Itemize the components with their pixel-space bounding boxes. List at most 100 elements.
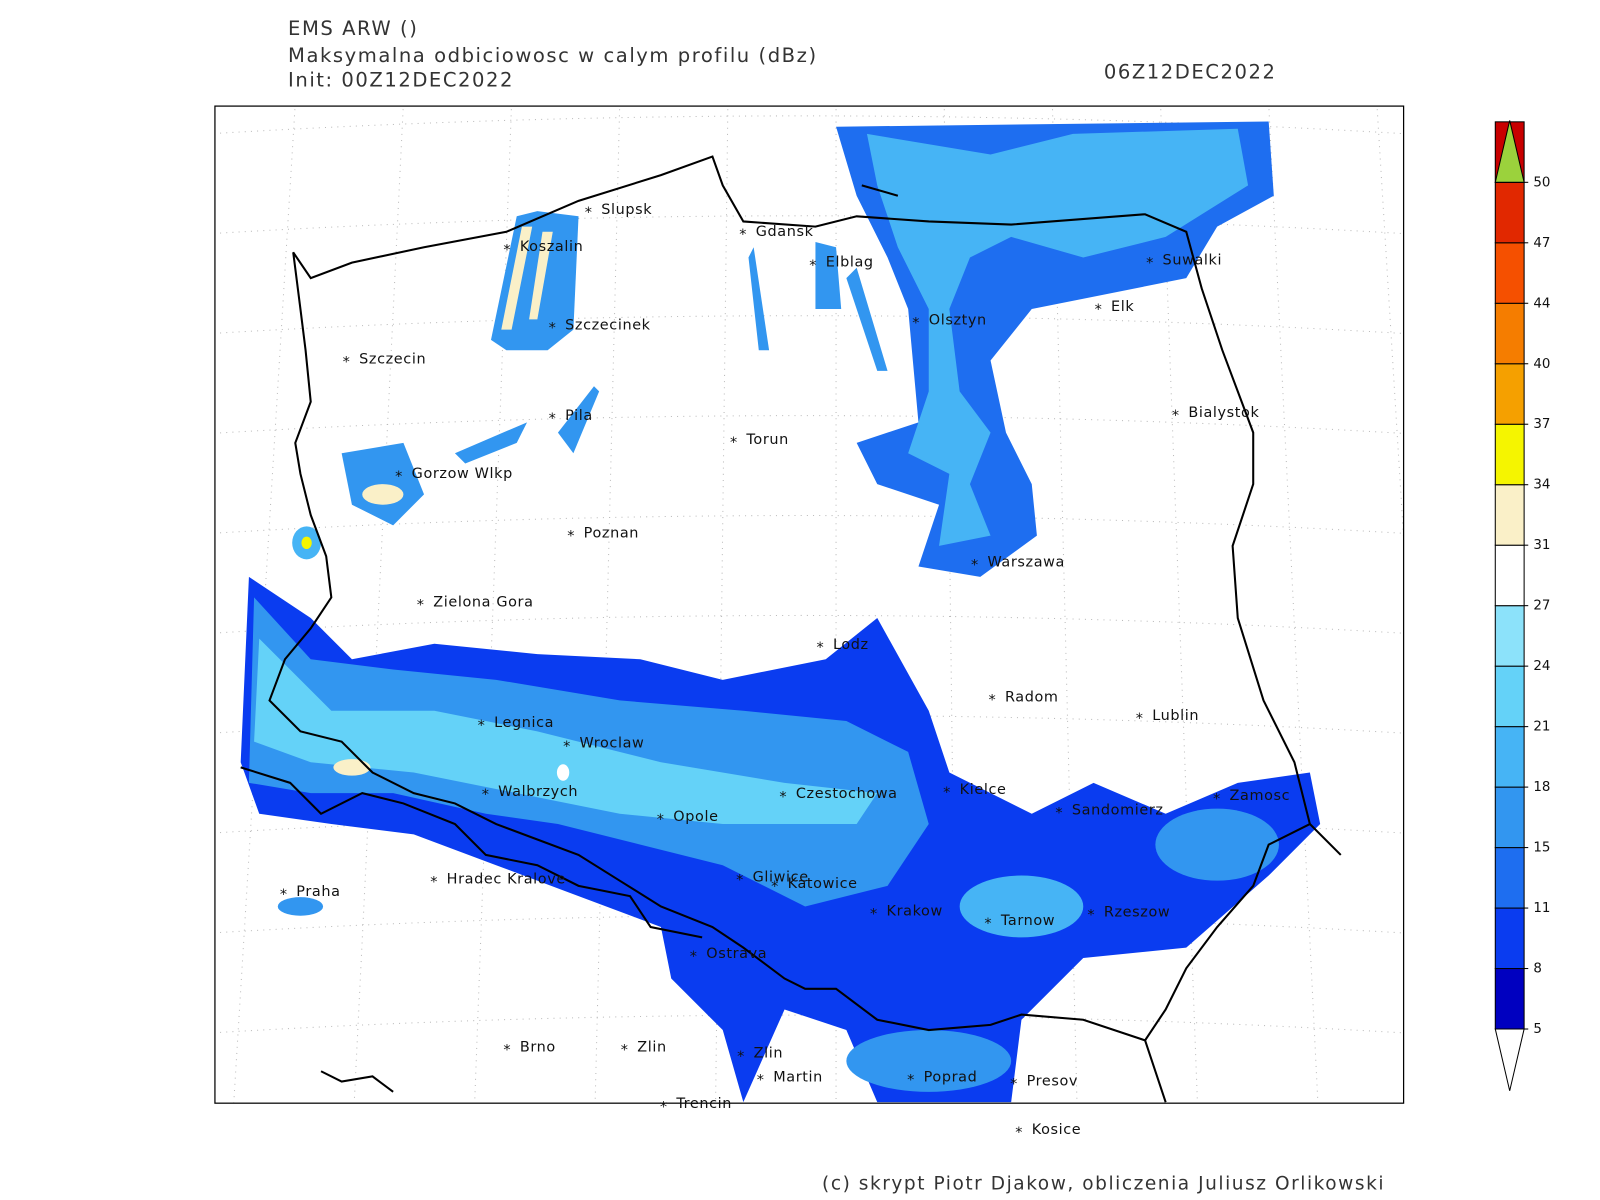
city-marker: * bbox=[1010, 1077, 1018, 1093]
valid-time: 06Z12DEC2022 bbox=[1104, 60, 1277, 83]
city-marker: * bbox=[730, 435, 738, 451]
colorbar-label: 50 bbox=[1533, 175, 1550, 190]
colorbar-label: 11 bbox=[1533, 901, 1550, 916]
city-marker: * bbox=[280, 887, 288, 903]
graticule bbox=[113, 103, 187, 1107]
colorbar-label: 47 bbox=[1533, 236, 1550, 251]
city-label: Slupsk bbox=[601, 202, 652, 218]
city-marker: * bbox=[739, 227, 747, 243]
graticule bbox=[1376, 106, 1404, 547]
city-label: Presov bbox=[1027, 1074, 1078, 1090]
city-marker: * bbox=[660, 1099, 668, 1115]
colorbar-label: 37 bbox=[1533, 417, 1550, 432]
colorbar-band bbox=[1494, 423, 1525, 486]
colorbar-over bbox=[1494, 120, 1525, 183]
city-label: Katowice bbox=[788, 876, 858, 892]
colorbar-band bbox=[1494, 181, 1525, 244]
city-label: Gliwice bbox=[753, 870, 809, 886]
city-marker: * bbox=[503, 242, 511, 258]
city-marker: * bbox=[912, 315, 920, 331]
colorbar-band bbox=[1494, 786, 1525, 849]
graticule bbox=[1268, 106, 1319, 1104]
city-marker: * bbox=[870, 907, 878, 923]
graticule bbox=[353, 106, 404, 1104]
city-marker: * bbox=[549, 411, 557, 427]
city-label: Hradec Kralove bbox=[447, 872, 566, 888]
city-marker: * bbox=[1213, 791, 1221, 807]
city-label: Czestochowa bbox=[796, 786, 898, 802]
city-label: Sandomierz bbox=[1072, 803, 1164, 819]
colorbar-band bbox=[1494, 847, 1525, 909]
colorbar-band bbox=[1494, 544, 1525, 607]
city-label: Elblag bbox=[826, 255, 874, 271]
reflectivity-field bbox=[240, 121, 1321, 1103]
city-marker: * bbox=[1095, 302, 1103, 318]
city-marker: * bbox=[736, 873, 744, 889]
colorbar-label: 5 bbox=[1533, 1022, 1542, 1037]
city-label: Bialystok bbox=[1188, 405, 1259, 421]
city-marker: * bbox=[988, 692, 996, 708]
graticule bbox=[233, 106, 296, 1104]
city-marker: * bbox=[657, 812, 665, 828]
colorbar-label: 34 bbox=[1533, 478, 1550, 493]
colorbar-label: 44 bbox=[1533, 296, 1550, 311]
colorbar-band bbox=[1494, 302, 1525, 365]
graticule bbox=[594, 106, 621, 1104]
city-label: Olsztyn bbox=[929, 312, 987, 328]
product-title: Maksymalna odbiciowosc w calym profilu (… bbox=[288, 44, 818, 67]
city-label: Szczecin bbox=[359, 351, 426, 367]
init-time: Init: 00Z12DEC2022 bbox=[288, 69, 514, 92]
city-label: Poprad bbox=[924, 1069, 978, 1085]
colorbar-band bbox=[1494, 726, 1525, 788]
city-marker: * bbox=[809, 258, 817, 274]
colorbar-band bbox=[1494, 363, 1525, 425]
city-label: Wroclaw bbox=[580, 736, 645, 752]
city-label: Tarnow bbox=[1000, 913, 1055, 929]
city-marker: * bbox=[395, 469, 403, 485]
map-frame bbox=[214, 105, 1405, 1104]
colorbar: 5 8 11 15 18 21 24 27 31 34 37 40 44 47 50 bbox=[1494, 120, 1550, 1091]
colorbar-label: 21 bbox=[1533, 720, 1550, 735]
city-label: Gdansk bbox=[756, 224, 814, 240]
footer-credit: (c) skrypt Piotr Djakow, obliczenia Juli… bbox=[822, 1174, 1385, 1195]
city-label: Zlin bbox=[754, 1046, 783, 1062]
colorbar-band bbox=[1494, 665, 1525, 728]
colorbar-label: 31 bbox=[1533, 538, 1550, 553]
graticule bbox=[214, 315, 1404, 335]
city-label: Zielona Gora bbox=[433, 595, 533, 611]
city-marker: * bbox=[779, 789, 787, 805]
city-marker: * bbox=[1055, 806, 1063, 822]
city-marker: * bbox=[478, 718, 486, 734]
city-marker: * bbox=[690, 949, 698, 965]
city-label: Zlin bbox=[637, 1040, 666, 1056]
city-label: Trencin bbox=[675, 1096, 732, 1112]
city-label: Kosice bbox=[1032, 1122, 1082, 1138]
city-label: Kielce bbox=[960, 782, 1007, 798]
colorbar-band bbox=[1494, 242, 1525, 304]
city-label: Praha bbox=[296, 884, 340, 900]
colorbar-label: 27 bbox=[1533, 599, 1550, 614]
city-marker: * bbox=[417, 598, 425, 614]
city-label: Suwalki bbox=[1163, 253, 1223, 269]
other-borders bbox=[240, 184, 1342, 1103]
city-label: Walbrzych bbox=[498, 784, 578, 800]
graticule bbox=[474, 106, 512, 1104]
city-marker: * bbox=[1015, 1125, 1023, 1141]
city-label: Pila bbox=[565, 408, 593, 424]
graticule bbox=[214, 614, 1404, 634]
colorbar-band bbox=[1494, 907, 1525, 970]
city-labels: * Slupsk * Koszalin * Gdansk * Elblag * Suwalki * E… bbox=[280, 202, 1290, 1141]
city-label: Radom bbox=[1005, 689, 1059, 705]
model-title: EMS ARW () bbox=[288, 17, 418, 40]
city-label: Torun bbox=[745, 432, 788, 448]
city-label: Martin bbox=[773, 1069, 823, 1085]
city-label: Legnica bbox=[494, 715, 554, 731]
city-label: Warszawa bbox=[987, 554, 1065, 570]
city-marker: * bbox=[503, 1043, 511, 1059]
colorbar-band bbox=[1494, 605, 1525, 667]
colorbar-label: 15 bbox=[1533, 841, 1550, 856]
graticule bbox=[715, 106, 729, 1104]
colorbar-label: 24 bbox=[1533, 659, 1550, 674]
city-marker: * bbox=[549, 321, 557, 337]
